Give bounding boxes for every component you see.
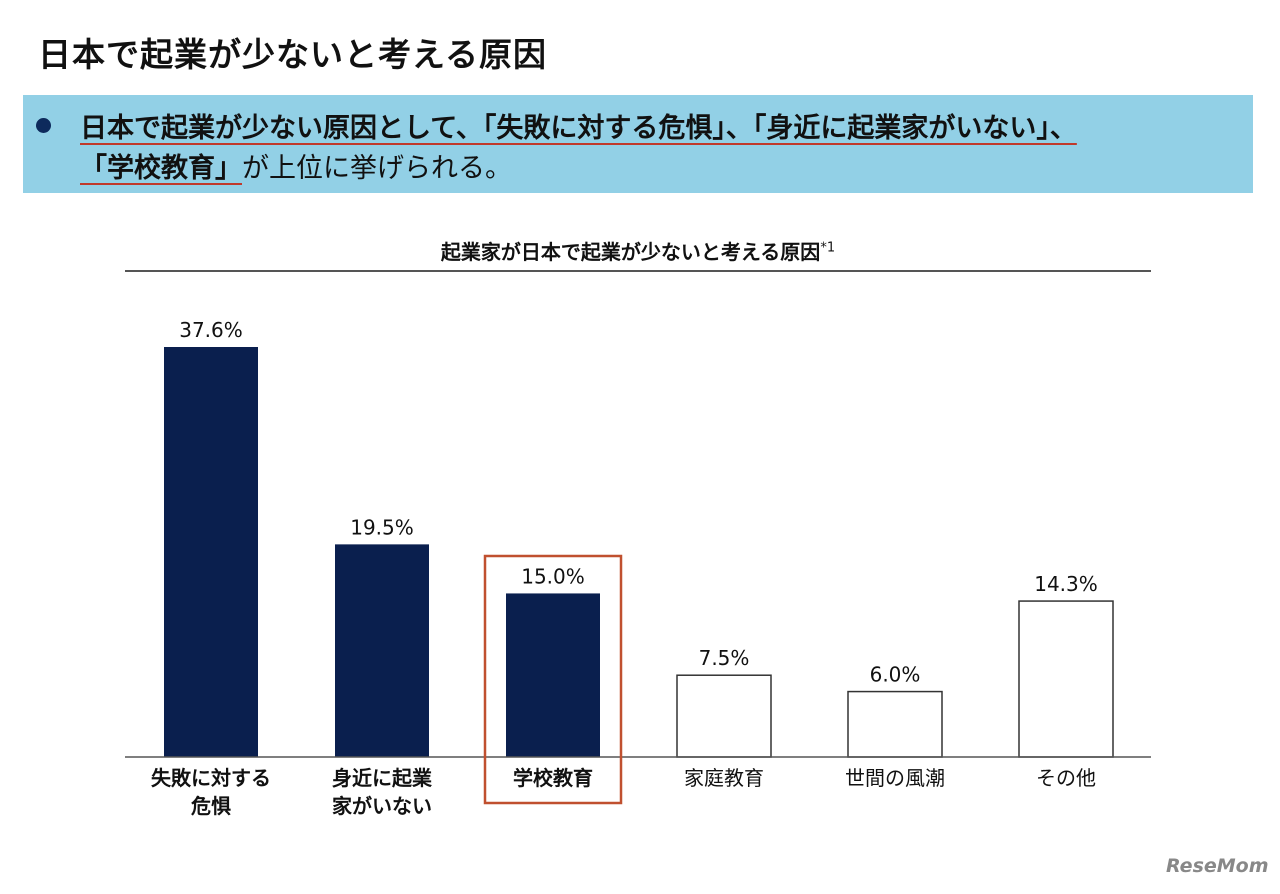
value-label-1: 19.5% [350,515,414,539]
highlight-box [483,554,623,805]
bar-2 [506,593,600,757]
callout-line-1: 日本で起業が少ない原因として、「失敗に対する危惧」、「身近に起業家がいない」、 [80,106,1077,145]
category-label-5-0: その他 [1036,766,1096,790]
value-label-4: 6.0% [870,663,921,687]
callout-box [23,95,1253,193]
chart-title-footnote: *1 [820,240,836,256]
category-label-2-0: 学校教育 [513,766,593,790]
watermark-logo: ReseMom [1166,855,1269,877]
category-label-1-1: 家がいない [332,794,432,818]
bullet-dot-icon [36,118,51,133]
category-label-4-0: 世間の風潮 [845,766,945,790]
bar-3 [676,674,772,758]
value-label-5: 14.3% [1034,572,1098,596]
chart-title: 起業家が日本で起業が少ないと考える原因*1 [125,236,1151,265]
category-label-3-0: 家庭教育 [684,766,764,790]
category-label-1-0: 身近に起業 [332,766,433,790]
value-label-3: 7.5% [699,646,750,670]
bar-0 [164,347,258,757]
callout-line-2: 「学校教育」が上位に挙げられる。 [80,146,512,185]
category-label-0-0: 失敗に対する [151,766,271,790]
value-label-0: 37.6% [179,318,243,342]
value-label-2: 15.0% [521,564,585,588]
callout-emphasis-1: 日本で起業が少ない原因として、「失敗に対する危惧」、「身近に起業家がいない」、 [80,113,1077,144]
callout-emphasis-2: 「学校教育」 [80,153,242,184]
bar-5 [1018,600,1114,758]
callout-rest-text: が上位に挙げられる。 [242,153,512,184]
category-label-0-1: 危惧 [191,794,231,818]
chart-title-rule [125,270,1151,272]
chart-title-text: 起業家が日本で起業が少ないと考える原因 [440,240,821,264]
bar-4 [847,690,943,758]
page-title: 日本で起業が少ないと考える原因 [38,35,548,74]
bar-1 [335,544,429,757]
